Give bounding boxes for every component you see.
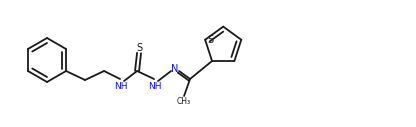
Text: NH: NH <box>114 82 128 91</box>
Text: NH: NH <box>148 82 162 91</box>
Text: S: S <box>207 35 213 45</box>
Text: S: S <box>136 43 142 53</box>
Text: CH₃: CH₃ <box>177 97 191 106</box>
Text: N: N <box>171 64 179 74</box>
